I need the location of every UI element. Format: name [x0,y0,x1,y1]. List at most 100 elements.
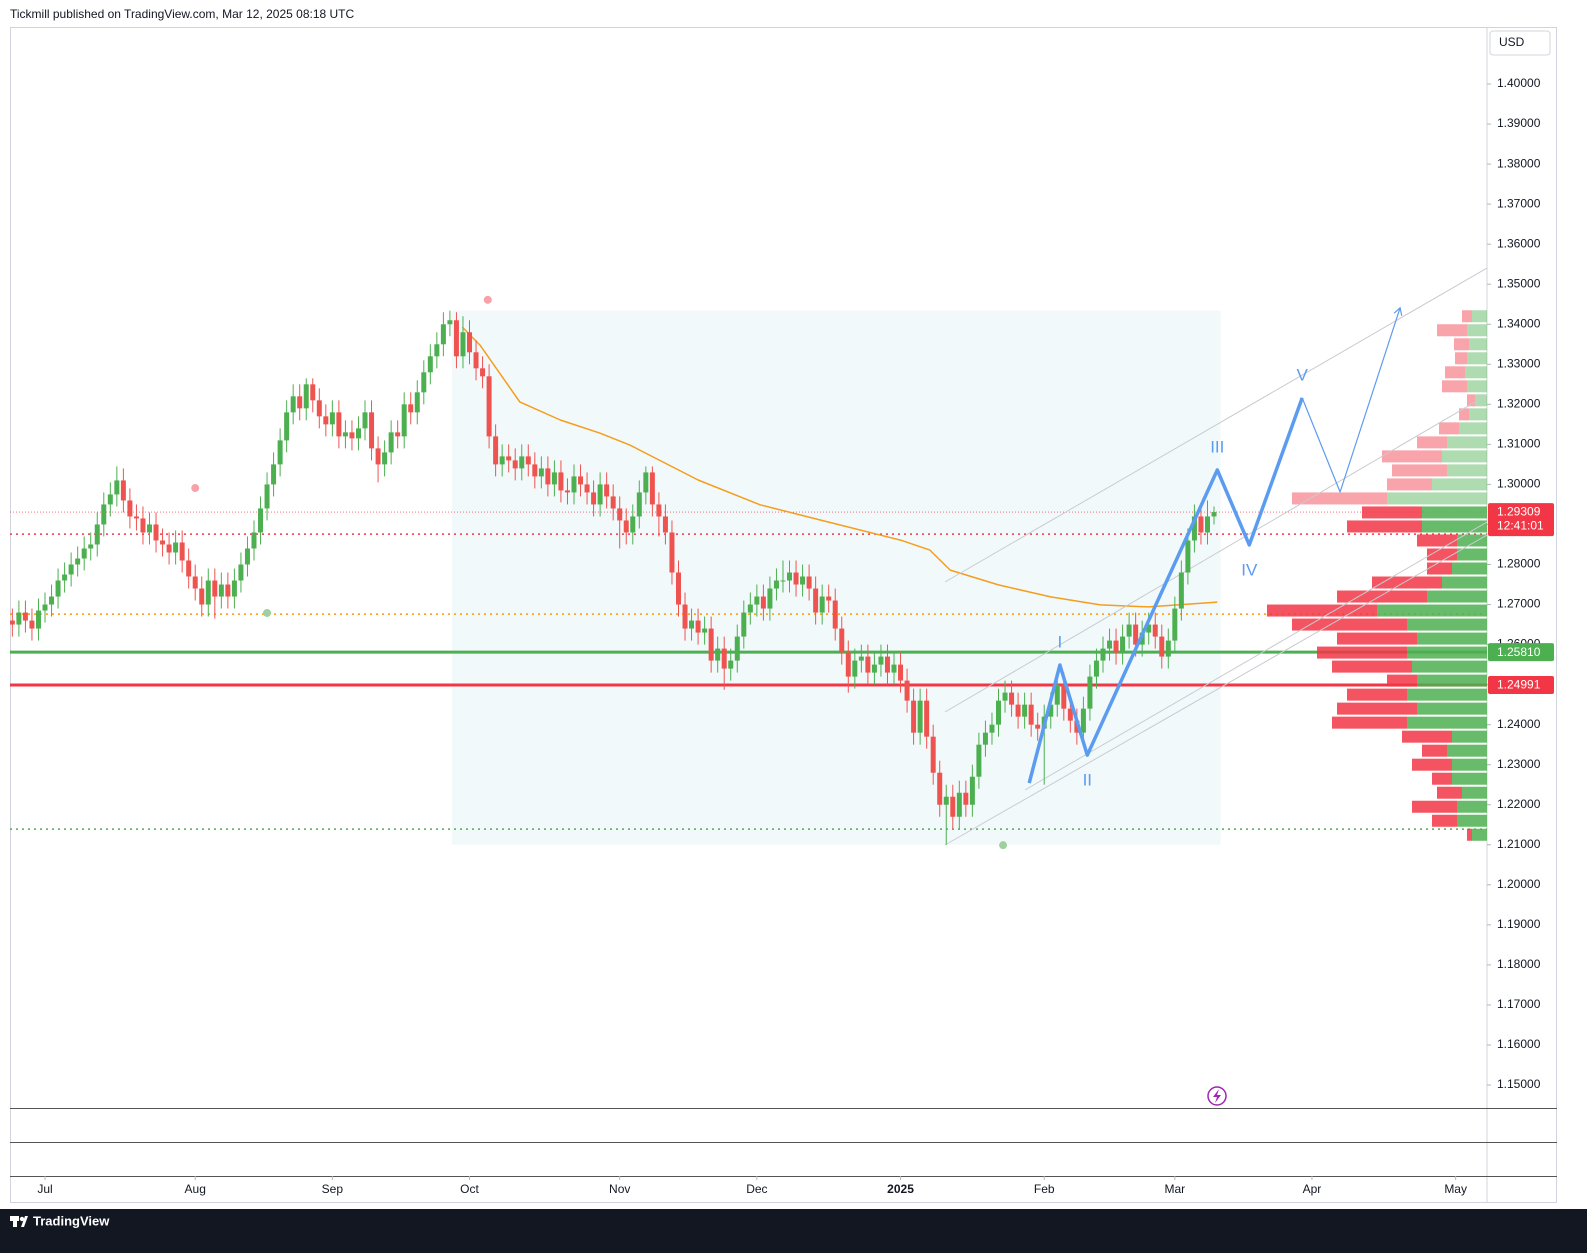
volume-down [1392,464,1447,477]
candle-body [480,368,486,377]
volume-up [1472,310,1487,323]
candle-body [741,612,747,637]
volume-down [1347,520,1422,533]
candle-body [49,596,55,605]
volume-down [1417,534,1457,547]
wave-label: III [1210,437,1224,456]
y-tick-label: 1.15000 [1497,1077,1541,1091]
y-tick-label: 1.23000 [1497,757,1541,771]
candle-body [414,392,420,413]
candle-body [989,724,995,733]
candle-body [819,596,825,613]
alert-icon[interactable] [1207,1086,1227,1106]
currency-label: USD [1499,35,1525,49]
candle-body [695,620,701,633]
candle-body [1133,624,1139,645]
candle-body [205,580,211,605]
volume-up [1457,548,1487,561]
pivot-marker [191,484,200,493]
candle-body [675,572,681,605]
x-tick-label: Mar [1164,1182,1185,1196]
last-price-tag [1488,503,1554,537]
volume-up [1422,520,1487,533]
candle-body [1067,708,1073,721]
volume-up [1422,506,1487,519]
candle-body [773,580,779,589]
candle-body [682,604,688,629]
candle-body [1165,640,1171,657]
candle-body [715,648,721,661]
candle-body [277,440,283,465]
candle-body [179,542,185,561]
volume-up [1462,786,1487,799]
tradingview-logo[interactable] [10,1216,28,1227]
level-price-tag [1488,643,1554,662]
candle-body [231,580,237,597]
candle-body [160,540,166,545]
candle-body [767,588,773,609]
publisher-header: Tickmill published on TradingView.com, M… [10,7,355,21]
candle-body [369,412,375,449]
candle-body [127,500,133,517]
candle-body [166,544,172,553]
pivot-marker [999,841,1008,850]
volume-up [1467,380,1487,393]
currency-button[interactable] [1489,30,1551,56]
candle-body [434,344,440,357]
candle-body [747,604,753,613]
last-price-label: 1.29309 [1497,504,1541,518]
candle-body [342,432,348,437]
candle-body [884,656,890,673]
x-tick-label: Apr [1303,1182,1322,1196]
x-tick-label: Aug [185,1182,206,1196]
candle-body [721,648,727,669]
candle-body [1093,660,1099,677]
volume-up [1407,618,1487,631]
candle-body [1178,572,1184,609]
candle-body [904,680,910,701]
candle-body [62,574,68,581]
candle-body [780,580,786,582]
candle-body [486,376,492,437]
candle-body [636,492,642,517]
candle-body [669,532,675,573]
y-tick-label: 1.38000 [1497,156,1541,170]
candle-body [303,384,309,409]
candle-body [22,612,28,621]
volume-up [1452,758,1487,771]
volume-up [1387,492,1487,505]
candle-body [538,468,544,477]
volume-up [1407,716,1487,729]
volume-down [1292,618,1407,631]
x-tick-label: 2025 [887,1182,914,1196]
plot-back [10,310,1487,845]
y-tick-label: 1.24000 [1497,717,1541,731]
candle-body [467,332,473,353]
candle-body [917,700,923,733]
volume-up [1465,366,1487,379]
pivot-marker [263,608,272,617]
y-tick-label: 1.17000 [1497,997,1541,1011]
candle-body [950,796,956,817]
volume-down [1317,646,1407,659]
volume-down [1454,338,1469,351]
wave-projection [1301,306,1403,493]
candle-body [42,604,48,611]
candle-body [264,484,270,509]
volume-up [1469,408,1487,421]
channel-line [1024,521,1487,791]
candle-body [1028,704,1034,725]
candle-body [81,548,87,559]
candle-body [225,584,231,597]
candle-body [689,620,695,629]
candle-body [1185,540,1191,573]
volume-down [1337,632,1417,645]
countdown-label: 12:41:01 [1497,518,1544,532]
footer-brand: TradingView [33,1213,110,1228]
y-tick-label: 1.20000 [1497,877,1541,891]
candle-body [244,548,250,565]
y-tick-label: 1.32000 [1497,397,1541,411]
candle-body [493,436,499,465]
